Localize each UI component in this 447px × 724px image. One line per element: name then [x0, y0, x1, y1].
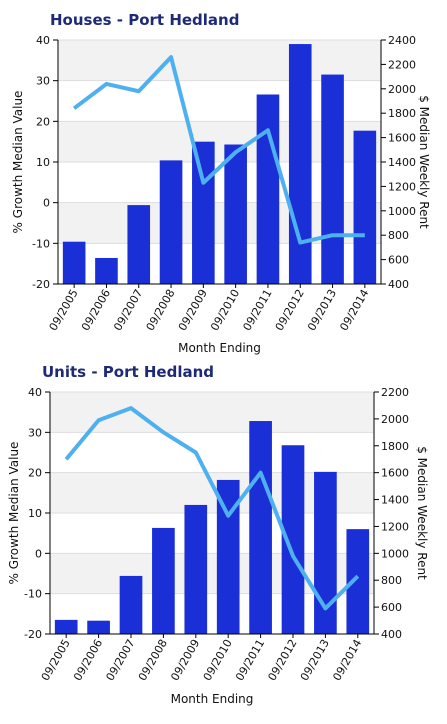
x-tick-label: 09/2012 [265, 637, 299, 683]
y-tick-label: 20 [28, 467, 42, 480]
y2-tick-label: 1000 [381, 547, 409, 560]
x-tick-label: 09/2013 [298, 637, 332, 683]
bar-09-2007 [127, 205, 150, 284]
plot-band [50, 392, 374, 432]
y-tick-label: -10 [24, 588, 42, 601]
y2-tick-label: 2000 [381, 413, 409, 426]
y2-tick-label: 400 [388, 278, 409, 291]
y2-tick-label: 2400 [388, 34, 416, 47]
bar-09-2006 [87, 621, 110, 634]
y2-tick-label: 1400 [388, 156, 416, 169]
x-tick-label: 09/2006 [79, 287, 113, 333]
bar-09-2006 [95, 258, 118, 284]
bar-09-2010 [224, 145, 247, 284]
y-tick-label: 20 [36, 115, 50, 128]
chart-houses: Houses - Port Hedland -20 -10 0 10 20 30 40 400 6… [11, 11, 431, 355]
x-tick-label: 09/2014 [337, 287, 371, 333]
bar-09-2012 [289, 44, 312, 284]
y2-tick-label: 2200 [381, 386, 409, 399]
y2-tick-label: 400 [381, 628, 402, 641]
bar-09-2009 [192, 142, 215, 284]
y-tick-label: 40 [36, 34, 50, 47]
bar-09-2009 [184, 505, 207, 634]
y2-tick-label: 1400 [381, 494, 409, 507]
x-tick-label: 09/2007 [103, 637, 137, 683]
x-tick-label: 09/2012 [273, 287, 307, 333]
x-tick-label: 09/2006 [71, 637, 105, 683]
y-tick-label: 10 [36, 156, 50, 169]
bar-09-2011 [257, 94, 280, 284]
y2-tick-label: 600 [381, 601, 402, 614]
bar-09-2007 [120, 576, 143, 634]
bar-09-2008 [160, 160, 183, 284]
x-tick-label: 09/2011 [233, 637, 267, 683]
x-tick-label: 09/2005 [39, 637, 73, 683]
y2-tick-label: 1800 [388, 107, 416, 120]
x-tick-label: 09/2010 [201, 637, 235, 683]
y-tick-label: 0 [43, 197, 50, 210]
y-tick-label: 40 [28, 386, 42, 399]
y-tick-label: -20 [32, 278, 50, 291]
chart-title: Units - Port Hedland [42, 363, 214, 381]
y2-tick-label: 800 [388, 229, 409, 242]
chart-title: Houses - Port Hedland [50, 11, 239, 29]
y2-tick-label: 1200 [388, 180, 416, 193]
y-tick-label: 10 [28, 507, 42, 520]
y-tick-label: -20 [24, 628, 42, 641]
y2-tick-label: 1600 [388, 132, 416, 145]
y2-tick-label: 600 [388, 254, 409, 267]
y2-tick-label: 1000 [388, 205, 416, 218]
y-axis-title: % Growth Median Value [7, 442, 21, 585]
x-tick-label: 09/2014 [330, 637, 364, 683]
x-tick-label: 09/2008 [136, 637, 170, 683]
y2-axis-title: $ Median Weekly Rent [415, 446, 429, 580]
y-tick-label: -10 [32, 237, 50, 250]
bar-09-2013 [321, 75, 344, 284]
bar-09-2005 [55, 620, 78, 634]
y2-tick-label: 1200 [381, 520, 409, 533]
y-tick-label: 0 [35, 547, 42, 560]
x-tick-label: 09/2009 [176, 287, 210, 333]
y2-tick-label: 2000 [388, 83, 416, 96]
bar-09-2011 [249, 421, 272, 634]
y2-tick-label: 1800 [381, 440, 409, 453]
x-axis-title: Month Ending [178, 341, 261, 355]
x-tick-label: 09/2008 [144, 287, 178, 333]
x-tick-label: 09/2011 [240, 287, 274, 333]
chart-units: Units - Port Hedland -20 -10 0 10 20 30 40 400 60… [7, 363, 429, 706]
y-tick-label: 30 [28, 426, 42, 439]
x-tick-label: 09/2013 [305, 287, 339, 333]
x-tick-label: 09/2007 [111, 287, 145, 333]
y2-tick-label: 2200 [388, 58, 416, 71]
y2-tick-label: 1600 [381, 467, 409, 480]
y2-axis-title: $ Median Weekly Rent [417, 95, 431, 229]
x-tick-label: 09/2005 [47, 287, 81, 333]
x-axis-title: Month Ending [171, 692, 254, 706]
bar-09-2014 [354, 131, 377, 284]
y-tick-label: 30 [36, 75, 50, 88]
x-tick-label: 09/2009 [168, 637, 202, 683]
x-tick-label: 09/2010 [208, 287, 242, 333]
bar-09-2008 [152, 528, 175, 634]
y-axis-title: % Growth Median Value [11, 91, 25, 234]
bar-09-2005 [63, 242, 86, 284]
y2-tick-label: 800 [381, 574, 402, 587]
